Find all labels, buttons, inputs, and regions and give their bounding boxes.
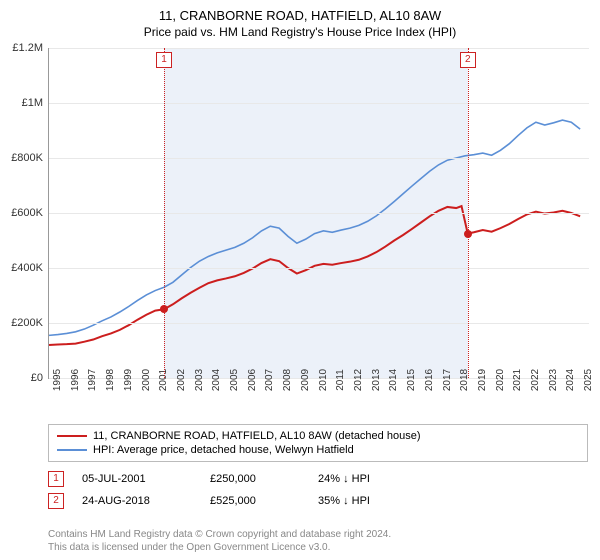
x-axis-label: 2014 — [388, 369, 399, 391]
chart-subtitle: Price paid vs. HM Land Registry's House … — [0, 23, 600, 39]
x-axis-label: 2015 — [406, 369, 417, 391]
gridline — [49, 268, 589, 269]
legend-item: HPI: Average price, detached house, Welw… — [57, 443, 579, 457]
x-axis-label: 2019 — [477, 369, 488, 391]
chart-plot-area: £0£200K£400K£600K£800K£1M£1.2M1995199619… — [48, 48, 589, 379]
x-axis-label: 2013 — [371, 369, 382, 391]
chart-title: 11, CRANBORNE ROAD, HATFIELD, AL10 8AW — [0, 0, 600, 23]
footer-line1: Contains HM Land Registry data © Crown c… — [48, 528, 588, 541]
y-axis-label: £1.2M — [3, 42, 43, 54]
x-axis-label: 2023 — [548, 369, 559, 391]
legend-item: 11, CRANBORNE ROAD, HATFIELD, AL10 8AW (… — [57, 429, 579, 443]
marker-box: 1 — [156, 52, 172, 68]
x-axis-label: 1995 — [52, 369, 63, 391]
legend-box: 11, CRANBORNE ROAD, HATFIELD, AL10 8AW (… — [48, 424, 588, 462]
x-axis-label: 2005 — [229, 369, 240, 391]
x-axis-label: 2004 — [211, 369, 222, 391]
sale-marker: 1 — [48, 471, 64, 487]
sale-pct: 24% ↓ HPI — [318, 473, 428, 485]
legend-swatch — [57, 449, 87, 451]
x-axis-label: 2025 — [583, 369, 594, 391]
sale-row: 2 24-AUG-2018 £525,000 35% ↓ HPI — [48, 490, 588, 512]
marker-vline — [468, 48, 469, 378]
footer-line2: This data is licensed under the Open Gov… — [48, 541, 588, 554]
marker-dot — [464, 230, 472, 238]
x-axis-label: 1999 — [123, 369, 134, 391]
y-axis-label: £200K — [3, 317, 43, 329]
x-axis-label: 2017 — [442, 369, 453, 391]
y-axis-label: £1M — [3, 97, 43, 109]
sale-price: £250,000 — [210, 473, 300, 485]
x-axis-label: 2020 — [495, 369, 506, 391]
gridline — [49, 158, 589, 159]
y-axis-label: £600K — [3, 207, 43, 219]
x-axis-label: 2009 — [300, 369, 311, 391]
gridline — [49, 213, 589, 214]
sale-date: 24-AUG-2018 — [82, 495, 192, 507]
x-axis-label: 2022 — [530, 369, 541, 391]
x-axis-label: 2012 — [353, 369, 364, 391]
x-axis-label: 2024 — [565, 369, 576, 391]
x-axis-label: 2021 — [512, 369, 523, 391]
gridline — [49, 103, 589, 104]
y-axis-label: £400K — [3, 262, 43, 274]
footer-attribution: Contains HM Land Registry data © Crown c… — [48, 528, 588, 554]
chart-container: 11, CRANBORNE ROAD, HATFIELD, AL10 8AW P… — [0, 0, 600, 560]
x-axis-label: 1997 — [87, 369, 98, 391]
x-axis-label: 2011 — [335, 369, 346, 391]
x-axis-label: 2010 — [318, 369, 329, 391]
x-axis-label: 1998 — [105, 369, 116, 391]
y-axis-label: £0 — [3, 372, 43, 384]
gridline — [49, 48, 589, 49]
x-axis-label: 2016 — [424, 369, 435, 391]
gridline — [49, 323, 589, 324]
x-axis-label: 2000 — [141, 369, 152, 391]
x-axis-label: 2003 — [194, 369, 205, 391]
x-axis-label: 2002 — [176, 369, 187, 391]
sales-table: 1 05-JUL-2001 £250,000 24% ↓ HPI 2 24-AUG-201… — [48, 468, 588, 512]
legend-label: HPI: Average price, detached house, Welw… — [93, 444, 354, 456]
x-axis-label: 2007 — [264, 369, 275, 391]
x-axis-label: 2006 — [247, 369, 258, 391]
sale-marker: 2 — [48, 493, 64, 509]
marker-dot — [160, 305, 168, 313]
legend-swatch — [57, 435, 87, 437]
sale-pct: 35% ↓ HPI — [318, 495, 428, 507]
x-axis-label: 2008 — [282, 369, 293, 391]
marker-vline — [164, 48, 165, 378]
x-axis-label: 1996 — [70, 369, 81, 391]
legend-label: 11, CRANBORNE ROAD, HATFIELD, AL10 8AW (… — [93, 430, 420, 442]
y-axis-label: £800K — [3, 152, 43, 164]
sale-price: £525,000 — [210, 495, 300, 507]
sale-row: 1 05-JUL-2001 £250,000 24% ↓ HPI — [48, 468, 588, 490]
marker-box: 2 — [460, 52, 476, 68]
series-line-property — [49, 206, 580, 345]
sale-date: 05-JUL-2001 — [82, 473, 192, 485]
